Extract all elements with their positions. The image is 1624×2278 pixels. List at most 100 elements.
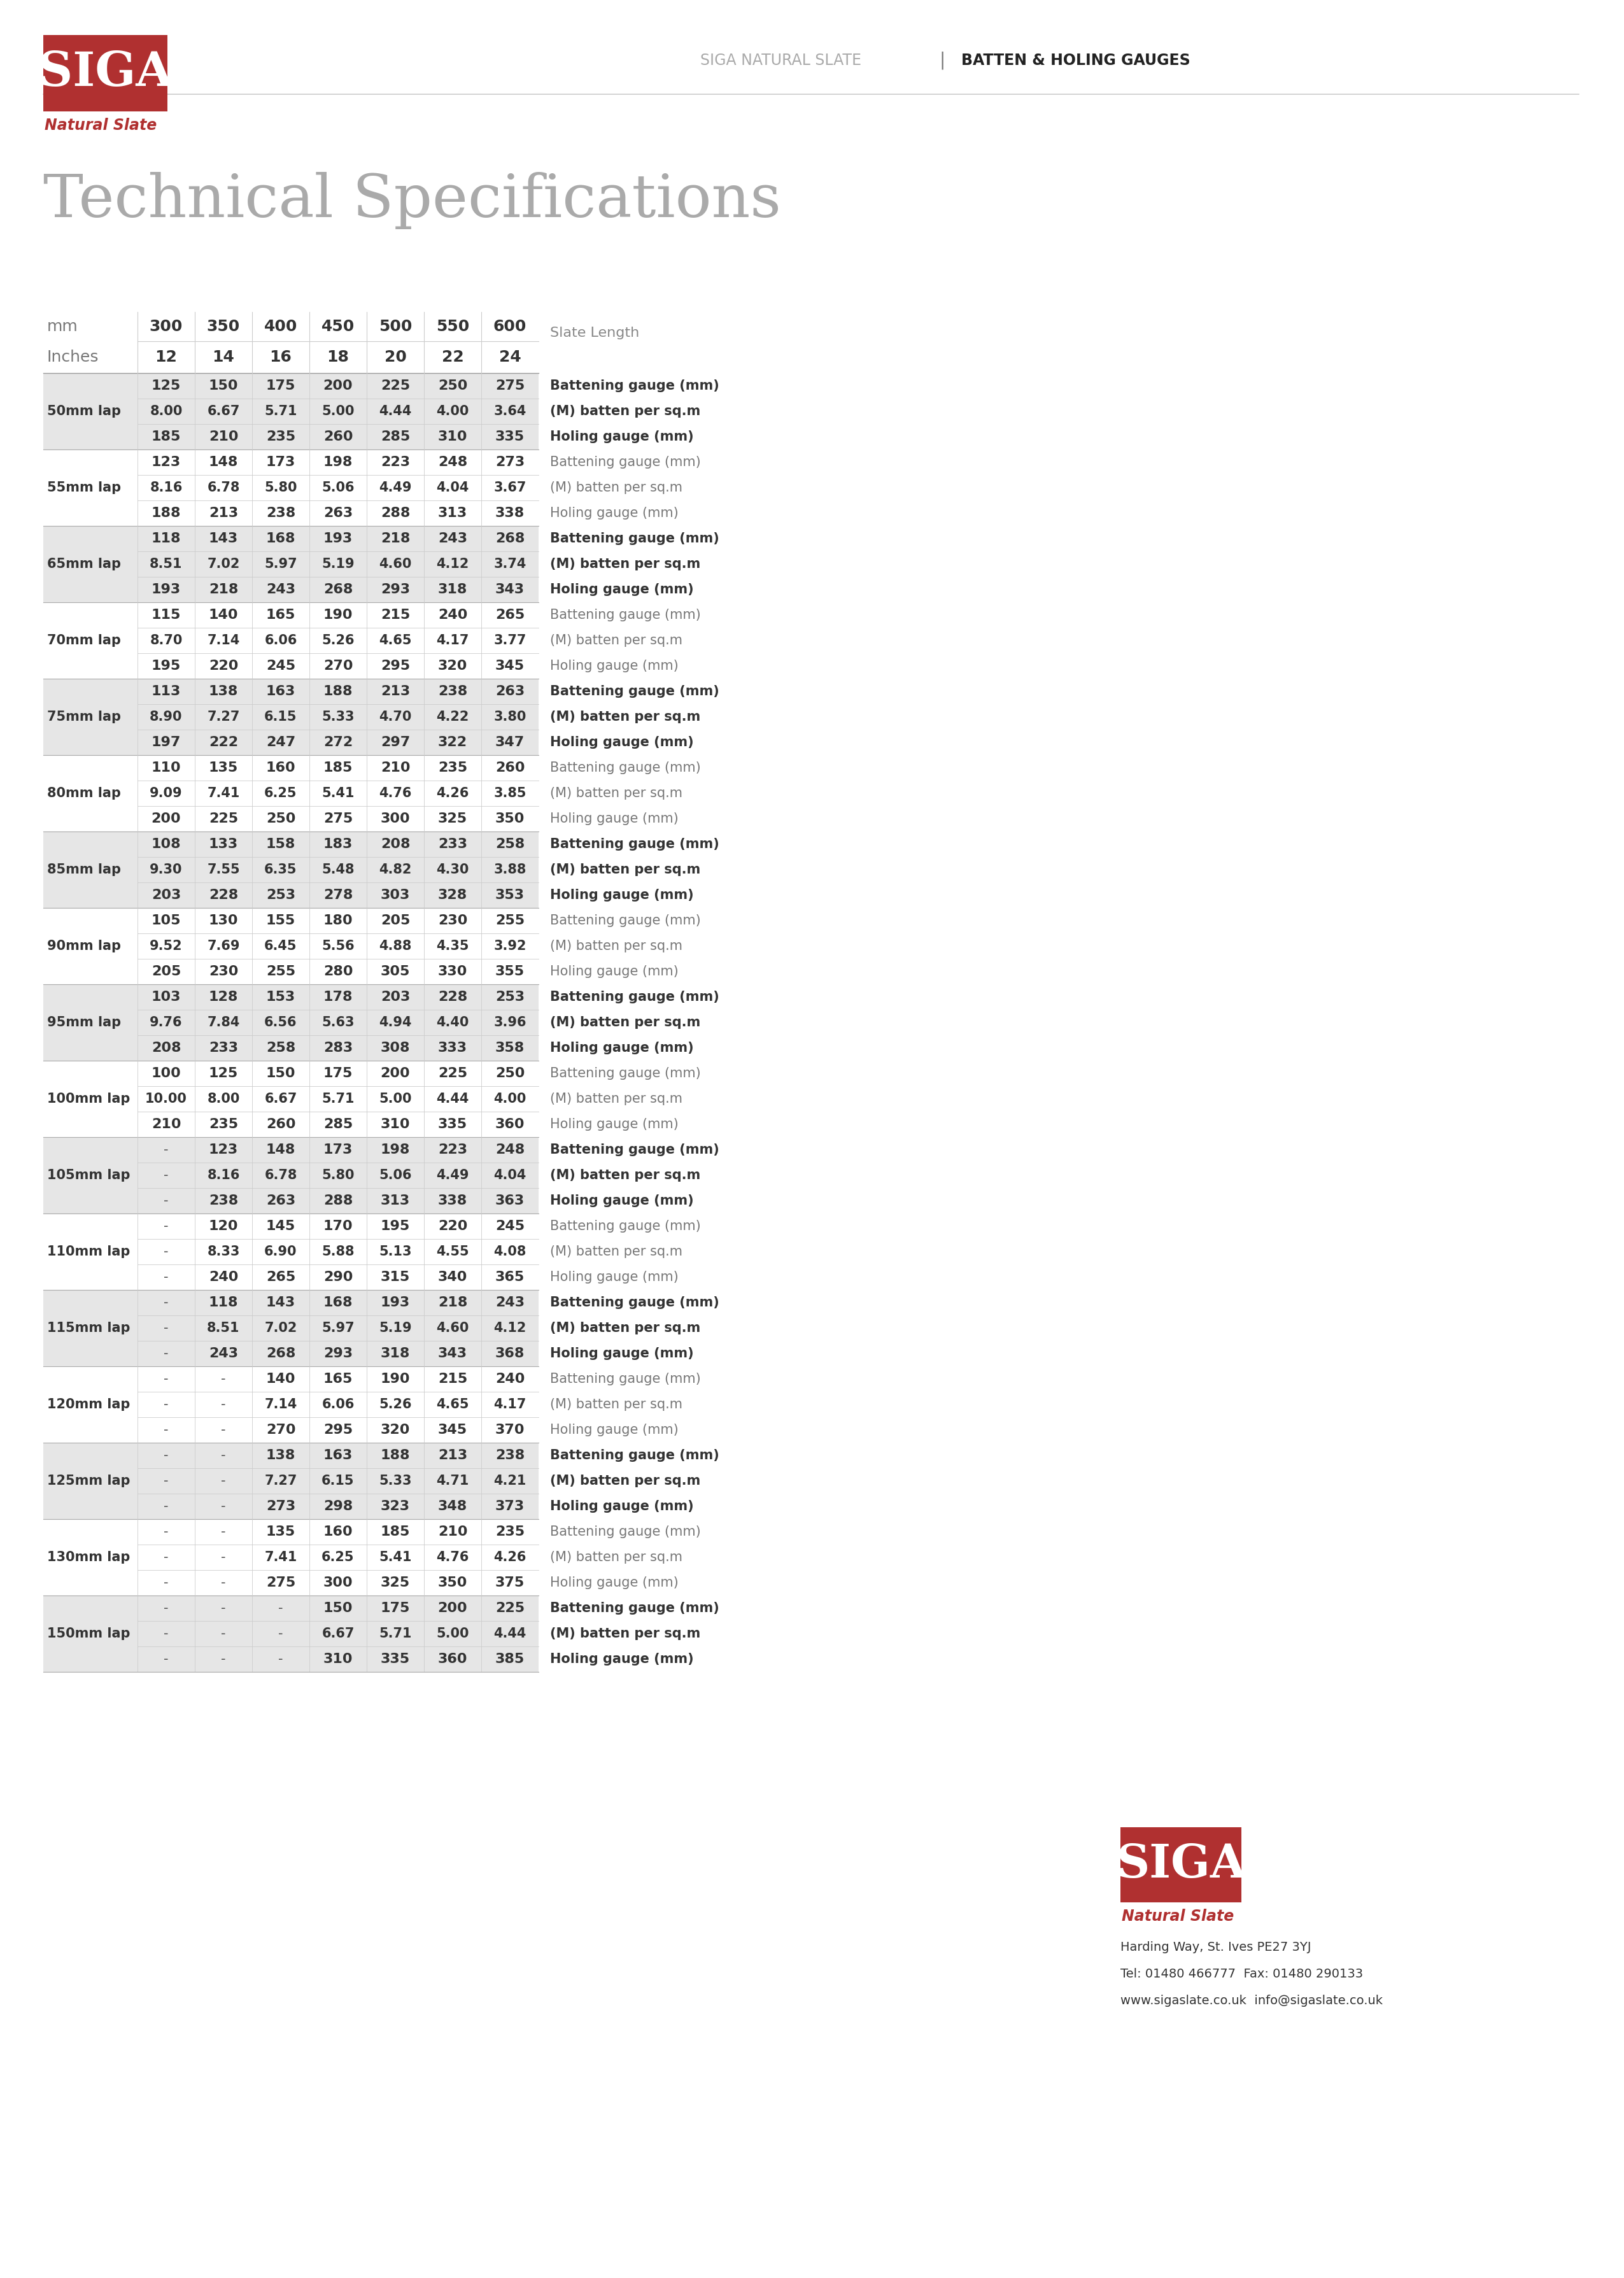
Text: 238: 238: [438, 686, 468, 697]
Text: 190: 190: [323, 608, 352, 622]
Text: Battening gauge (mm): Battening gauge (mm): [551, 1144, 719, 1157]
Text: -: -: [164, 1374, 169, 1385]
Text: 150: 150: [208, 380, 239, 392]
Text: 235: 235: [209, 1118, 239, 1130]
Text: 310: 310: [380, 1118, 411, 1130]
Text: 6.06: 6.06: [265, 633, 297, 647]
Text: 100mm lap: 100mm lap: [47, 1093, 130, 1105]
Text: |: |: [939, 52, 945, 71]
Text: -: -: [164, 1449, 169, 1462]
Text: 90mm lap: 90mm lap: [47, 941, 120, 952]
Text: Battening gauge (mm): Battening gauge (mm): [551, 1219, 700, 1232]
Text: 210: 210: [438, 1526, 468, 1538]
Text: -: -: [221, 1474, 226, 1488]
Text: Tel: 01480 466777  Fax: 01480 290133: Tel: 01480 466777 Fax: 01480 290133: [1121, 1968, 1363, 1980]
Text: 233: 233: [209, 1041, 239, 1055]
Text: 188: 188: [380, 1449, 411, 1462]
Text: 165: 165: [323, 1374, 352, 1385]
Text: 5.80: 5.80: [265, 481, 297, 494]
Text: Holing gauge (mm): Holing gauge (mm): [551, 888, 693, 902]
Text: 5.80: 5.80: [322, 1169, 354, 1182]
Text: 5.26: 5.26: [322, 633, 354, 647]
Text: 253: 253: [495, 991, 525, 1002]
Text: -: -: [221, 1626, 226, 1640]
Text: 300: 300: [149, 319, 184, 335]
Text: 140: 140: [266, 1374, 296, 1385]
Text: 113: 113: [151, 686, 180, 697]
Text: 200: 200: [438, 1601, 468, 1615]
Text: 6.67: 6.67: [322, 1626, 354, 1640]
Text: (M) batten per sq.m: (M) batten per sq.m: [551, 1169, 700, 1182]
Text: 6.56: 6.56: [265, 1016, 297, 1030]
Text: 4.44: 4.44: [378, 405, 412, 417]
Text: 6.25: 6.25: [322, 1551, 354, 1563]
Bar: [44, 909, 539, 984]
Text: 205: 205: [380, 913, 411, 927]
Text: 265: 265: [495, 608, 525, 622]
Text: 223: 223: [380, 456, 409, 469]
Text: 350: 350: [495, 813, 525, 825]
Text: 6.78: 6.78: [265, 1169, 297, 1182]
Text: 115: 115: [151, 608, 180, 622]
Text: 250: 250: [266, 813, 296, 825]
Text: 4.26: 4.26: [437, 786, 469, 800]
Text: 315: 315: [380, 1271, 409, 1283]
Text: 208: 208: [151, 1041, 180, 1055]
Text: 363: 363: [495, 1194, 525, 1207]
Text: -: -: [221, 1551, 226, 1563]
Text: 258: 258: [495, 838, 525, 850]
Text: 185: 185: [151, 431, 180, 444]
Text: 3.77: 3.77: [494, 633, 526, 647]
Text: 80mm lap: 80mm lap: [47, 786, 120, 800]
Text: 310: 310: [438, 431, 468, 444]
Text: 153: 153: [266, 991, 296, 1002]
Text: 300: 300: [380, 813, 411, 825]
Text: 323: 323: [380, 1499, 409, 1513]
Bar: [44, 34, 167, 112]
Text: Holing gauge (mm): Holing gauge (mm): [551, 1194, 693, 1207]
Text: 188: 188: [151, 506, 180, 519]
Text: 235: 235: [266, 431, 296, 444]
Text: Holing gauge (mm): Holing gauge (mm): [551, 966, 679, 977]
Text: SIGA NATURAL SLATE: SIGA NATURAL SLATE: [700, 52, 861, 68]
Text: 308: 308: [380, 1041, 411, 1055]
Text: 24: 24: [499, 349, 521, 364]
Text: 3.67: 3.67: [494, 481, 526, 494]
Text: 365: 365: [495, 1271, 525, 1283]
Text: 123: 123: [209, 1144, 239, 1157]
Text: 280: 280: [323, 966, 352, 977]
Text: 7.41: 7.41: [265, 1551, 297, 1563]
Text: 7.69: 7.69: [206, 941, 240, 952]
Text: -: -: [221, 1526, 226, 1538]
Text: -: -: [164, 1499, 169, 1513]
Text: 4.17: 4.17: [437, 633, 469, 647]
Text: 375: 375: [495, 1576, 525, 1590]
Text: 8.33: 8.33: [208, 1246, 240, 1257]
Text: 118: 118: [208, 1296, 239, 1310]
Text: Holing gauge (mm): Holing gauge (mm): [551, 583, 693, 597]
Text: 313: 313: [380, 1194, 409, 1207]
Text: BATTEN & HOLING GAUGES: BATTEN & HOLING GAUGES: [961, 52, 1190, 68]
Text: 178: 178: [323, 991, 352, 1002]
Text: 7.41: 7.41: [208, 786, 240, 800]
Text: Battening gauge (mm): Battening gauge (mm): [551, 533, 719, 544]
Text: Battening gauge (mm): Battening gauge (mm): [551, 1066, 700, 1080]
Text: -: -: [278, 1626, 283, 1640]
Text: 243: 243: [266, 583, 296, 597]
Text: 9.52: 9.52: [149, 941, 182, 952]
Text: 223: 223: [438, 1144, 468, 1157]
Text: 318: 318: [438, 583, 468, 597]
Text: 168: 168: [323, 1296, 352, 1310]
Text: (M) batten per sq.m: (M) batten per sq.m: [551, 558, 700, 570]
Text: 5.71: 5.71: [265, 405, 297, 417]
Text: 195: 195: [380, 1219, 409, 1232]
Text: 5.41: 5.41: [378, 1551, 412, 1563]
Text: 203: 203: [380, 991, 411, 1002]
Text: -: -: [164, 1219, 169, 1232]
Text: 5.88: 5.88: [322, 1246, 354, 1257]
Text: 295: 295: [380, 661, 409, 672]
Text: 213: 213: [438, 1449, 468, 1462]
Text: 3.92: 3.92: [494, 941, 526, 952]
Text: 248: 248: [438, 456, 468, 469]
Text: Battening gauge (mm): Battening gauge (mm): [551, 1601, 719, 1615]
